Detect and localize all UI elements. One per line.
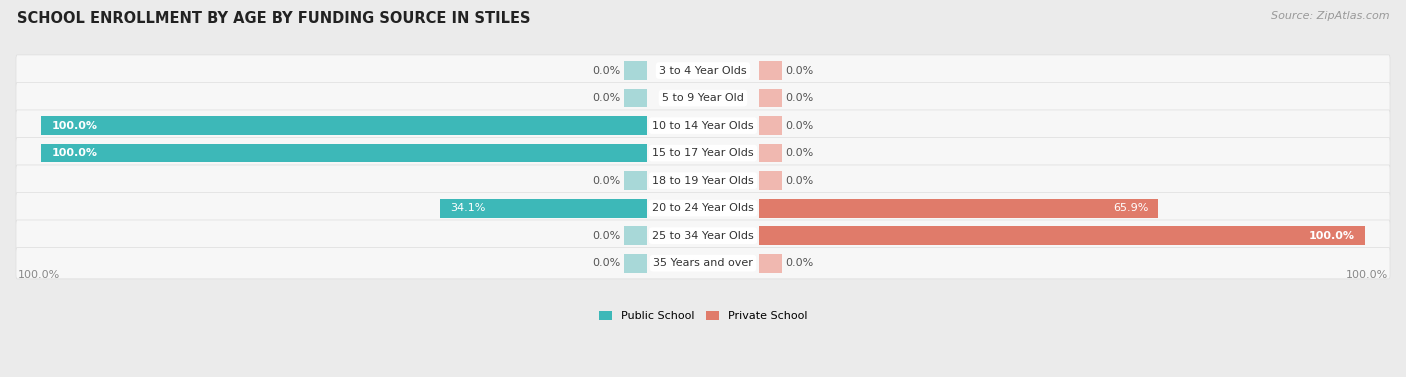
Bar: [624, 171, 647, 190]
FancyBboxPatch shape: [15, 110, 1391, 141]
Text: 100.0%: 100.0%: [52, 148, 97, 158]
Bar: [624, 254, 647, 273]
Bar: [759, 199, 1159, 218]
Text: 0.0%: 0.0%: [786, 176, 814, 185]
Bar: [759, 254, 782, 273]
Text: 0.0%: 0.0%: [592, 231, 620, 241]
Bar: [759, 89, 782, 107]
Text: 0.0%: 0.0%: [786, 93, 814, 103]
FancyBboxPatch shape: [15, 220, 1391, 251]
FancyBboxPatch shape: [15, 138, 1391, 169]
Legend: Public School, Private School: Public School, Private School: [595, 307, 811, 326]
Text: 10 to 14 Year Olds: 10 to 14 Year Olds: [652, 121, 754, 130]
Bar: [440, 199, 647, 218]
Text: 0.0%: 0.0%: [786, 258, 814, 268]
Text: 0.0%: 0.0%: [592, 66, 620, 75]
Bar: [759, 171, 782, 190]
Bar: [624, 89, 647, 107]
Text: 0.0%: 0.0%: [592, 93, 620, 103]
Text: 18 to 19 Year Olds: 18 to 19 Year Olds: [652, 176, 754, 185]
FancyBboxPatch shape: [15, 248, 1391, 279]
Bar: [759, 116, 782, 135]
Text: 100.0%: 100.0%: [1309, 231, 1354, 241]
FancyBboxPatch shape: [15, 193, 1391, 224]
Text: Source: ZipAtlas.com: Source: ZipAtlas.com: [1271, 11, 1389, 21]
Bar: [41, 144, 647, 162]
Text: 100.0%: 100.0%: [18, 270, 60, 280]
Text: 15 to 17 Year Olds: 15 to 17 Year Olds: [652, 148, 754, 158]
FancyBboxPatch shape: [15, 83, 1391, 114]
Text: 100.0%: 100.0%: [1346, 270, 1388, 280]
Bar: [759, 144, 782, 162]
Bar: [41, 116, 647, 135]
Bar: [624, 226, 647, 245]
Text: 3 to 4 Year Olds: 3 to 4 Year Olds: [659, 66, 747, 75]
Text: 0.0%: 0.0%: [592, 258, 620, 268]
Text: 65.9%: 65.9%: [1112, 203, 1149, 213]
FancyBboxPatch shape: [15, 165, 1391, 196]
Text: 25 to 34 Year Olds: 25 to 34 Year Olds: [652, 231, 754, 241]
Text: 20 to 24 Year Olds: 20 to 24 Year Olds: [652, 203, 754, 213]
Text: 5 to 9 Year Old: 5 to 9 Year Old: [662, 93, 744, 103]
Text: 35 Years and over: 35 Years and over: [652, 258, 754, 268]
Text: 100.0%: 100.0%: [52, 121, 97, 130]
Bar: [759, 226, 1365, 245]
Text: 0.0%: 0.0%: [786, 66, 814, 75]
FancyBboxPatch shape: [15, 55, 1391, 86]
Bar: [624, 61, 647, 80]
Text: 0.0%: 0.0%: [786, 148, 814, 158]
Text: 34.1%: 34.1%: [450, 203, 485, 213]
Text: 0.0%: 0.0%: [786, 121, 814, 130]
Text: SCHOOL ENROLLMENT BY AGE BY FUNDING SOURCE IN STILES: SCHOOL ENROLLMENT BY AGE BY FUNDING SOUR…: [17, 11, 530, 26]
Text: 0.0%: 0.0%: [592, 176, 620, 185]
Bar: [759, 61, 782, 80]
